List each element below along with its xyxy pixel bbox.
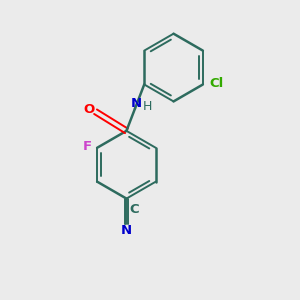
Text: C: C (129, 203, 139, 216)
Text: O: O (83, 103, 95, 116)
Text: Cl: Cl (209, 76, 223, 89)
Text: N: N (131, 97, 142, 110)
Text: F: F (83, 140, 92, 153)
Text: N: N (121, 224, 132, 238)
Text: H: H (143, 100, 152, 113)
